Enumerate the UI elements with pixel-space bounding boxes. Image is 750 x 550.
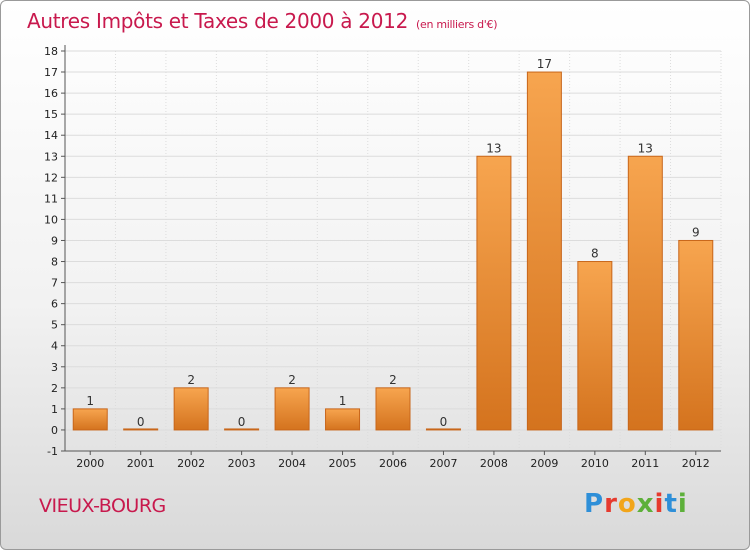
y-tick-label: 9 [51,234,58,247]
commune-name: VIEUX-BOURG [39,495,166,517]
x-tick-label: 2010 [581,457,609,470]
logo-letter: x [636,489,655,519]
y-tick-label: 4 [51,340,58,353]
x-tick-label: 2012 [682,457,710,470]
y-tick-label: 11 [44,192,58,205]
x-tick-label: 2000 [76,457,104,470]
proxiti-logo: Proxiti [584,489,688,519]
y-tick-label: 5 [51,319,58,332]
x-tick-label: 2011 [631,457,659,470]
y-tick-label: 0 [51,424,58,437]
y-tick-label: 3 [51,361,58,374]
chart-title: Autres Impôts et Taxes de 2000 à 2012 (en… [27,9,497,33]
y-tick-label: 18 [44,45,58,58]
bar [224,428,260,431]
x-tick-label: 2009 [530,457,558,470]
logo-letter: r [604,489,618,519]
bar [526,71,562,431]
bar [627,155,663,431]
x-tick-label: 2008 [480,457,508,470]
y-tick-label: 15 [44,108,58,121]
data-label: 9 [692,225,700,239]
bar [375,387,411,431]
axes [61,45,721,455]
logo-letter: i [677,489,688,519]
data-label: 2 [389,373,397,387]
data-label: 2 [187,373,195,387]
y-tick-label: 16 [44,87,58,100]
bar [476,155,512,431]
bar [678,239,714,431]
data-label: 0 [137,415,145,429]
x-tick-label: 2007 [429,457,457,470]
bar [274,387,310,431]
bar [577,261,613,431]
y-tick-label: 12 [44,171,58,184]
bar [425,428,461,431]
data-label: 1 [86,394,94,408]
data-label: 1 [339,394,347,408]
x-tick-label: 2005 [329,457,357,470]
bar [173,387,209,431]
data-label: 0 [238,415,246,429]
x-tick-label: 2004 [278,457,306,470]
data-label: 2 [288,373,296,387]
logo-letter: P [584,489,605,519]
bar [123,428,159,431]
data-label: 17 [537,57,552,71]
chart-title-text: Autres Impôts et Taxes de 2000 à 2012 [27,9,408,33]
y-tick-label: -1 [47,445,58,458]
y-tick-label: 1 [51,403,58,416]
y-tick-label: 6 [51,298,58,311]
y-tick-label: 8 [51,256,58,269]
y-tick-label: 14 [44,129,58,142]
bar [72,408,108,431]
y-tick-label: 2 [51,382,58,395]
x-tick-label: 2001 [127,457,155,470]
data-label: 8 [591,247,599,261]
data-label: 13 [638,141,653,155]
data-label: 0 [440,415,448,429]
logo-letter: o [617,489,637,519]
labels: -101234567891011121314151617182000120010… [44,45,710,470]
logo-letter: t [664,489,678,519]
chart-unit: (en milliers d'€) [416,18,498,31]
logo-letter: i [654,489,665,519]
data-label: 13 [486,141,501,155]
x-tick-label: 2006 [379,457,407,470]
y-tick-label: 13 [44,150,58,163]
y-tick-label: 10 [44,213,58,226]
x-tick-label: 2003 [228,457,256,470]
bars [72,71,714,431]
y-tick-label: 7 [51,277,58,290]
bar [325,408,361,431]
y-tick-label: 17 [44,66,58,79]
x-tick-label: 2002 [177,457,205,470]
